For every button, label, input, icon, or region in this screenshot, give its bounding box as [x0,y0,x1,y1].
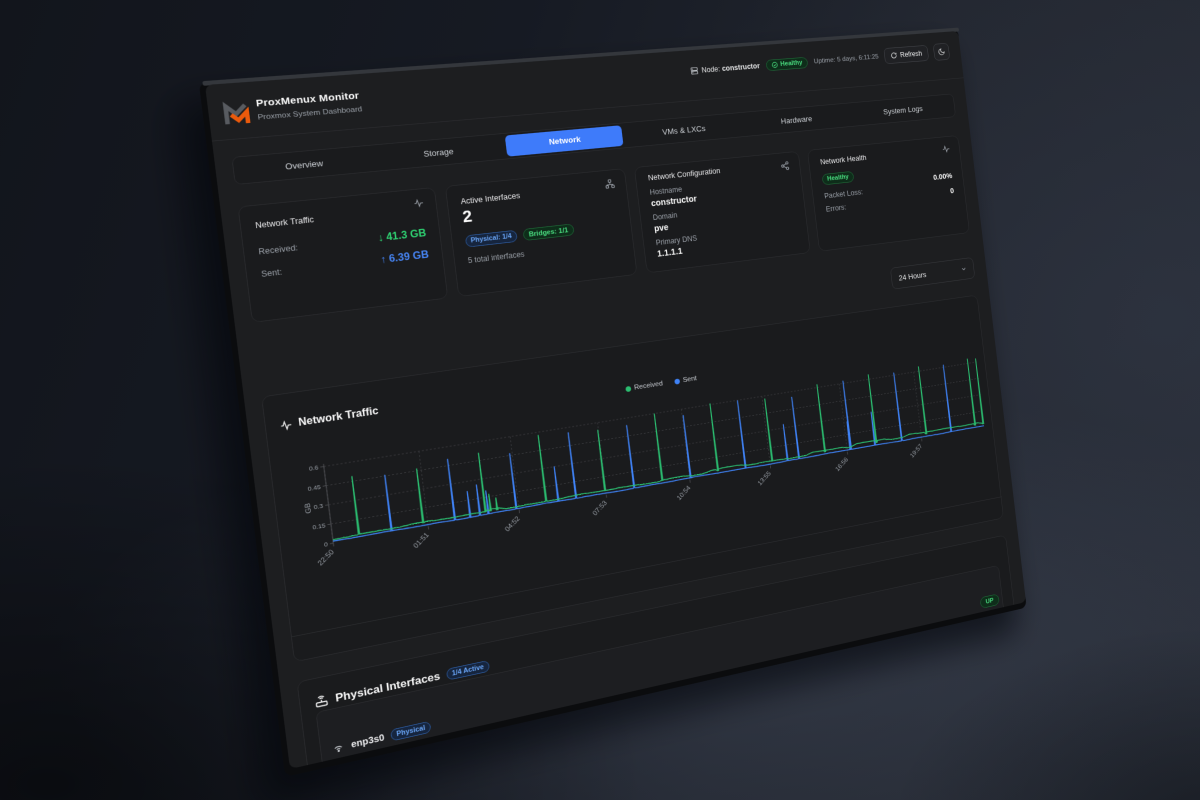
svg-text:07:53: 07:53 [591,499,609,517]
svg-text:04:52: 04:52 [503,515,521,533]
svg-text:0.15: 0.15 [312,523,326,532]
svg-text:0.6: 0.6 [309,465,319,473]
svg-text:GB: GB [303,502,313,514]
svg-text:0.45: 0.45 [307,484,321,493]
svg-text:16:56: 16:56 [834,456,850,473]
svg-text:10:54: 10:54 [675,484,692,502]
svg-text:01:51: 01:51 [412,531,431,550]
svg-text:0: 0 [324,542,329,549]
svg-text:22:50: 22:50 [316,548,336,568]
svg-text:13:55: 13:55 [756,469,772,487]
svg-text:0.3: 0.3 [314,503,324,511]
svg-text:19:57: 19:57 [909,443,924,459]
